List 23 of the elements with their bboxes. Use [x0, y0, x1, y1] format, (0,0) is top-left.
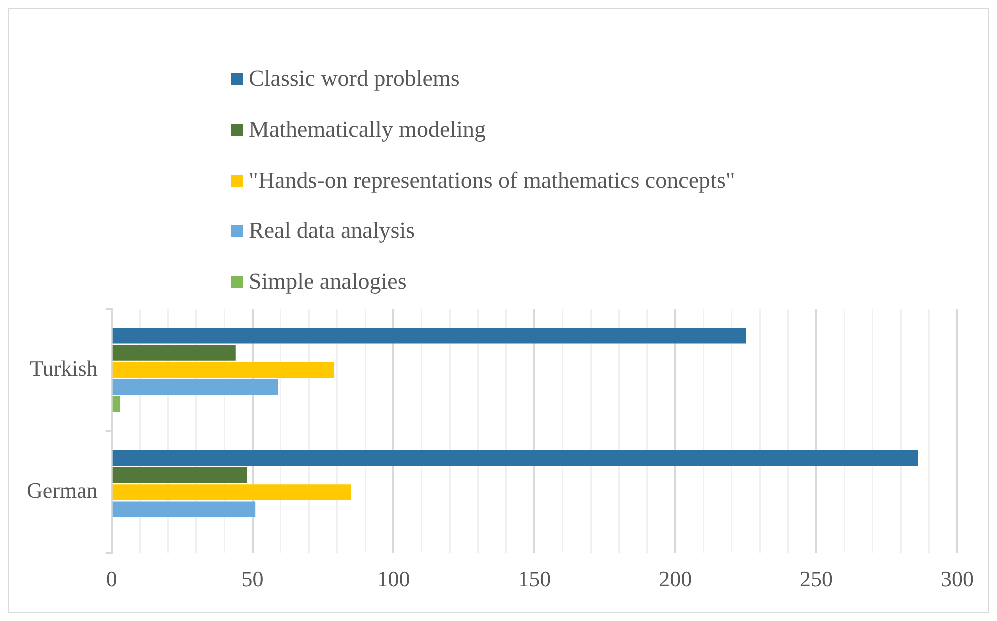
x-tick-label: 150	[518, 566, 552, 592]
bar	[112, 362, 335, 378]
x-tick-label: 50	[242, 566, 264, 592]
legend-label: Classic word problems	[249, 66, 460, 92]
y-tick-label: Turkish	[30, 356, 98, 381]
x-tick-label: 0	[106, 566, 118, 592]
x-tick-label: 250	[800, 566, 834, 592]
legend-label: "Hands-on representations of mathematics concepts"	[249, 168, 736, 194]
legend-label: Real data analysis	[249, 218, 416, 244]
y-tick-label: German	[26, 478, 98, 504]
bar	[112, 484, 352, 500]
bar	[112, 328, 746, 344]
bar	[112, 450, 918, 466]
x-tick-label: 300	[941, 566, 974, 592]
bar	[112, 379, 278, 396]
bar	[112, 467, 248, 484]
x-tick-label: 100	[377, 566, 410, 592]
bar	[112, 345, 236, 361]
x-tick-label: 200	[659, 566, 692, 592]
legend-label: Mathematically modeling	[249, 117, 486, 144]
bar	[112, 502, 256, 518]
legend-label: Simple analogies	[249, 269, 407, 296]
bar	[112, 396, 120, 412]
